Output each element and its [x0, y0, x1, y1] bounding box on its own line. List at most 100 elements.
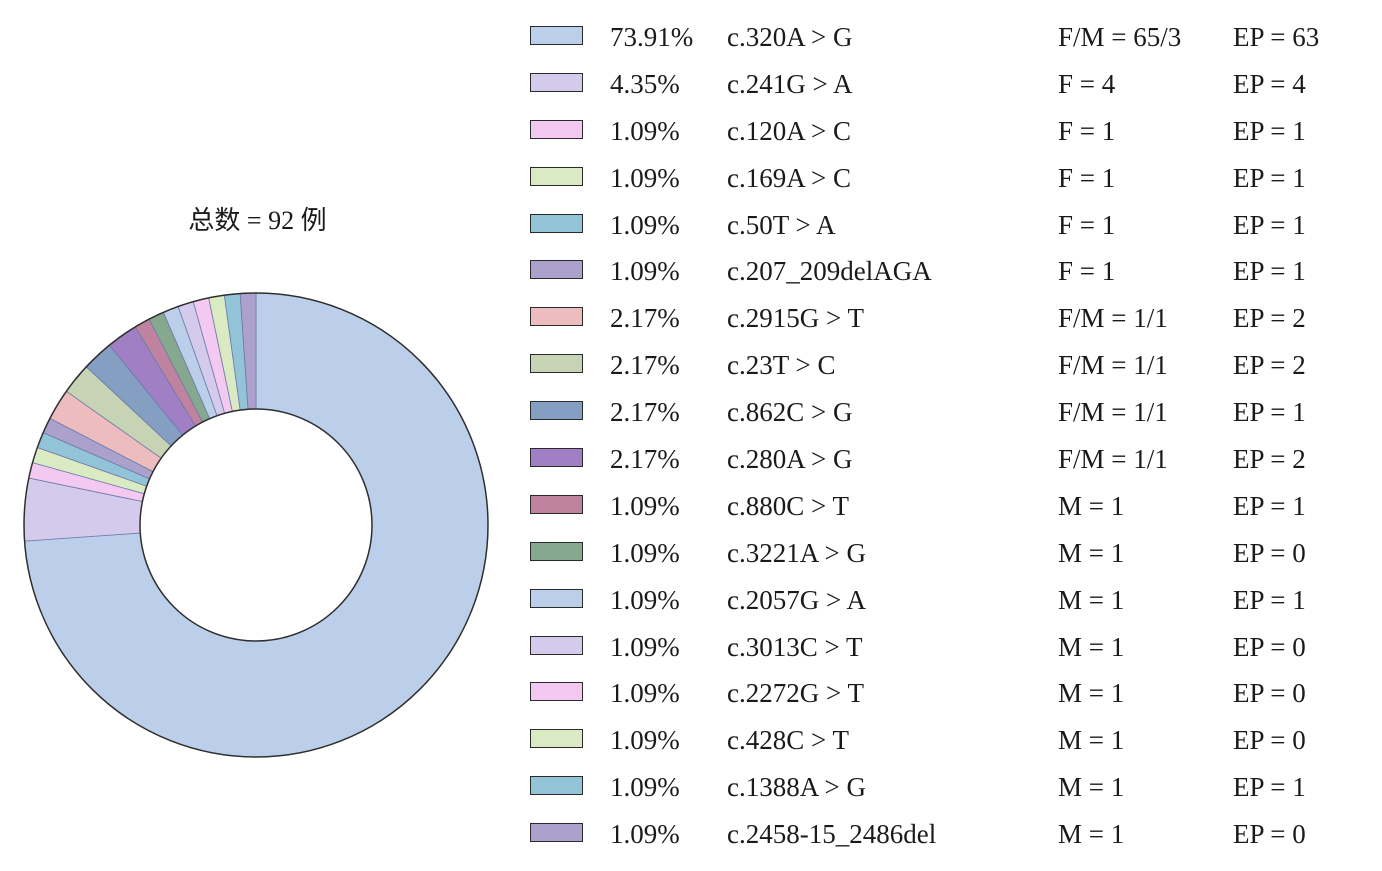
legend-row: 1.09% c.3221A > G M = 1 EP = 0 — [530, 530, 1370, 577]
legend-row: 1.09% c.2458-15_2486del M = 1 EP = 0 — [530, 811, 1370, 858]
legend-percent: 1.09% — [610, 631, 680, 662]
legend-mutation: c.50T > A — [727, 209, 836, 240]
legend-row: 1.09% c.2272G > T M = 1 EP = 0 — [530, 670, 1370, 717]
legend-mutation: c.120A > C — [727, 115, 851, 146]
legend-sex-count: F/M = 1/1 — [1058, 303, 1168, 334]
legend-ep-count: EP = 1 — [1233, 584, 1306, 615]
legend-percent: 1.09% — [610, 115, 680, 146]
legend-ep-count: EP = 1 — [1233, 397, 1306, 428]
legend-ep-count: EP = 4 — [1233, 68, 1306, 99]
legend-percent: 1.09% — [610, 490, 680, 521]
legend-swatch — [530, 260, 583, 280]
legend-mutation: c.23T > C — [727, 350, 836, 381]
legend-percent: 2.17% — [610, 397, 680, 428]
legend-percent: 1.09% — [610, 725, 680, 756]
legend-row: 73.91% c.320A > G F/M = 65/3 EP = 63 — [530, 14, 1370, 61]
legend-row: 1.09% c.880C > T M = 1 EP = 1 — [530, 483, 1370, 530]
legend-row: 1.09% c.428C > T M = 1 EP = 0 — [530, 717, 1370, 764]
legend-sex-count: M = 1 — [1058, 819, 1125, 850]
legend-row: 2.17% c.23T > C F/M = 1/1 EP = 2 — [530, 342, 1370, 389]
legend-sex-count: M = 1 — [1058, 678, 1125, 709]
legend-mutation: c.3013C > T — [727, 631, 863, 662]
legend-swatch — [530, 776, 583, 796]
legend-swatch — [530, 401, 583, 421]
legend-percent: 1.09% — [610, 584, 680, 615]
legend-percent: 1.09% — [610, 256, 680, 287]
legend-row: 2.17% c.2915G > T F/M = 1/1 EP = 2 — [530, 295, 1370, 342]
legend-percent: 1.09% — [610, 678, 680, 709]
donut-outer-outline — [23, 292, 489, 758]
legend-sex-count: F = 1 — [1058, 162, 1116, 193]
legend-mutation: c.2458-15_2486del — [727, 819, 937, 850]
legend-swatch — [530, 635, 583, 655]
legend-percent: 1.09% — [610, 772, 680, 803]
legend-ep-count: EP = 1 — [1233, 256, 1306, 287]
legend-percent: 2.17% — [610, 350, 680, 381]
legend-mutation: c.169A > C — [727, 162, 851, 193]
legend-swatch — [530, 213, 583, 233]
legend-ep-count: EP = 2 — [1233, 350, 1306, 381]
legend-mutation: c.2915G > T — [727, 303, 864, 334]
legend-mutation: c.320A > G — [727, 22, 853, 52]
legend-swatch — [530, 166, 583, 186]
legend-percent: 2.17% — [610, 444, 680, 475]
legend-ep-count: EP = 1 — [1233, 162, 1306, 193]
legend-swatch — [530, 354, 583, 374]
legend-mutation: c.2272G > T — [727, 678, 864, 709]
legend-mutation: c.2057G > A — [727, 584, 866, 615]
legend-ep-count: EP = 2 — [1233, 444, 1306, 475]
legend-row: 1.09% c.2057G > A M = 1 EP = 1 — [530, 577, 1370, 624]
legend-swatch — [530, 541, 583, 561]
legend-row: 1.09% c.1388A > G M = 1 EP = 1 — [530, 764, 1370, 811]
chart-legend: 73.91% c.320A > G F/M = 65/3 EP = 63 4.35% c.… — [530, 14, 1370, 858]
legend-swatch — [530, 448, 583, 468]
legend-ep-count: EP = 0 — [1233, 678, 1306, 709]
legend-row: 2.17% c.862C > G F/M = 1/1 EP = 1 — [530, 389, 1370, 436]
legend-swatch — [530, 72, 583, 92]
legend-percent: 1.09% — [610, 162, 680, 193]
legend-row: 4.35% c.241G > A F = 4 EP = 4 — [530, 61, 1370, 108]
legend-sex-count: M = 1 — [1058, 772, 1125, 803]
legend-ep-count: EP = 1 — [1233, 209, 1306, 240]
legend-ep-count: EP = 63 — [1233, 22, 1320, 52]
legend-sex-count: M = 1 — [1058, 631, 1125, 662]
legend-swatch — [530, 588, 583, 608]
legend-sex-count: F/M = 1/1 — [1058, 350, 1168, 381]
legend-swatch — [530, 823, 583, 843]
legend-sex-count: F = 1 — [1058, 256, 1116, 287]
legend-percent: 4.35% — [610, 68, 680, 99]
chart-title: 总数 = 92 例 — [188, 206, 327, 235]
legend-row: 1.09% c.120A > C F = 1 EP = 1 — [530, 108, 1370, 155]
legend-sex-count: F = 4 — [1058, 68, 1116, 99]
legend-mutation: c.428C > T — [727, 725, 849, 756]
legend-mutation: c.3221A > G — [727, 537, 866, 568]
legend-ep-count: EP = 1 — [1233, 490, 1306, 521]
legend-ep-count: EP = 0 — [1233, 819, 1306, 850]
legend-ep-count: EP = 1 — [1233, 772, 1306, 803]
legend-mutation: c.862C > G — [727, 397, 853, 428]
legend-sex-count: F = 1 — [1058, 115, 1116, 146]
legend-sex-count: F/M = 1/1 — [1058, 444, 1168, 475]
legend-sex-count: M = 1 — [1058, 490, 1125, 521]
legend-mutation: c.1388A > G — [727, 772, 866, 803]
legend-ep-count: EP = 1 — [1233, 115, 1306, 146]
legend-row: 1.09% c.207_209delAGA F = 1 EP = 1 — [530, 248, 1370, 295]
legend-mutation: c.880C > T — [727, 490, 849, 521]
legend-percent: 1.09% — [610, 209, 680, 240]
legend-row: 1.09% c.50T > A F = 1 EP = 1 — [530, 202, 1370, 249]
legend-ep-count: EP = 2 — [1233, 303, 1306, 334]
legend-row: 1.09% c.169A > C F = 1 EP = 1 — [530, 155, 1370, 202]
legend-ep-count: EP = 0 — [1233, 537, 1306, 568]
legend-sex-count: F/M = 1/1 — [1058, 397, 1168, 428]
donut-inner-outline — [139, 408, 373, 642]
legend-percent: 2.17% — [610, 303, 680, 334]
legend-sex-count: M = 1 — [1058, 584, 1125, 615]
legend-ep-count: EP = 0 — [1233, 631, 1306, 662]
legend-sex-count: F/M = 65/3 — [1058, 22, 1182, 52]
legend-swatch — [530, 494, 583, 514]
legend-row: 2.17% c.280A > G F/M = 1/1 EP = 2 — [530, 436, 1370, 483]
legend-mutation: c.241G > A — [727, 68, 853, 99]
legend-sex-count: F = 1 — [1058, 209, 1116, 240]
legend-percent: 1.09% — [610, 537, 680, 568]
legend-ep-count: EP = 0 — [1233, 725, 1306, 756]
